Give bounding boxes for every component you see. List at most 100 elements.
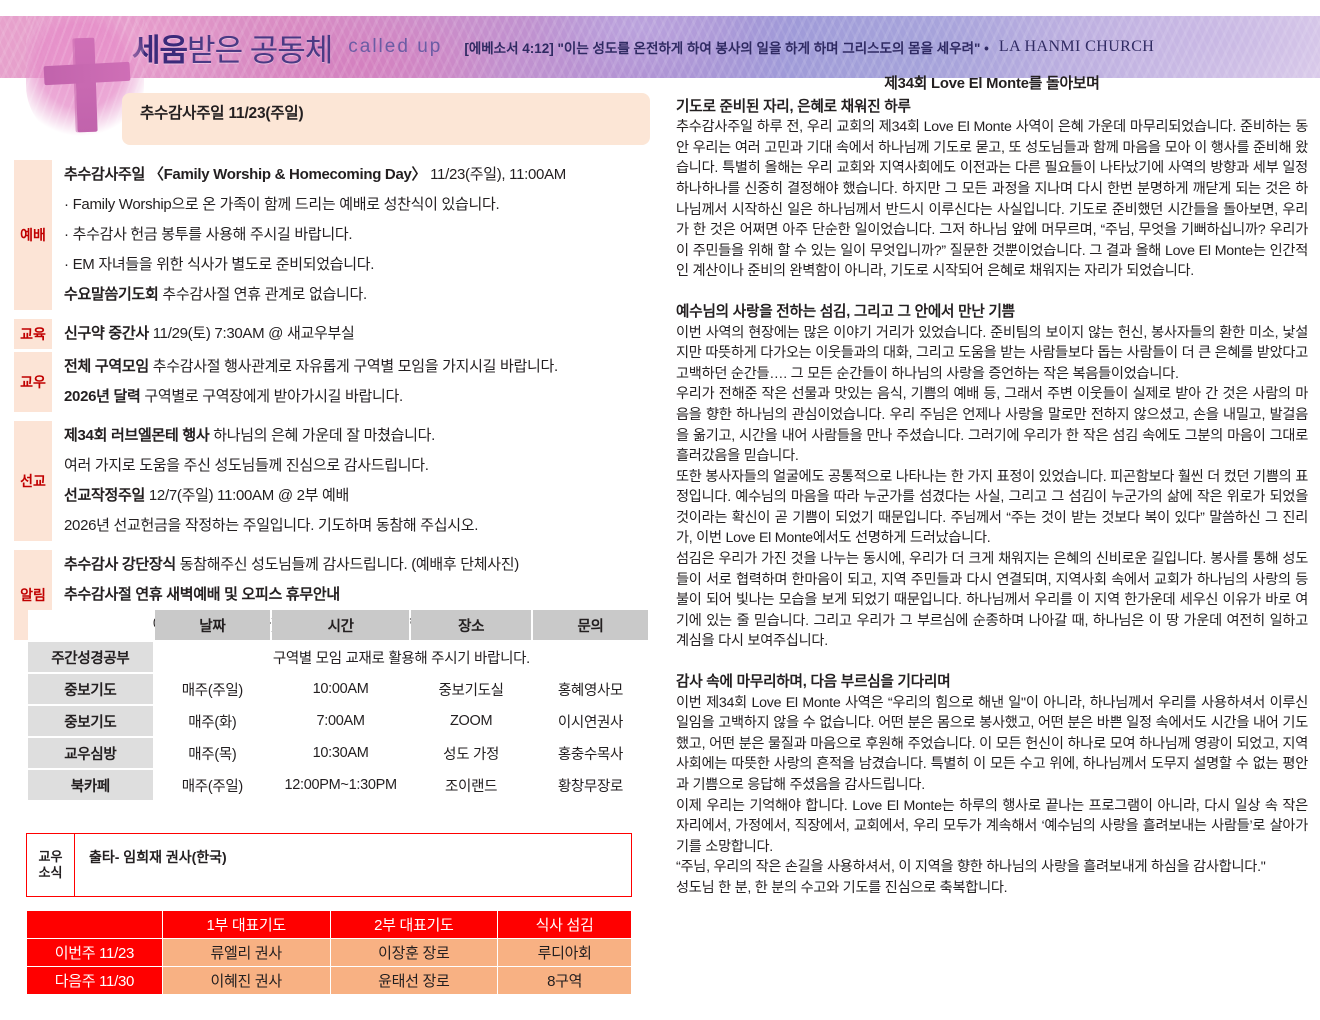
row-span-note: 구역별 모임 교재로 활용해 주시기 바랍니다. — [154, 642, 648, 672]
table-row: 주간성경공부 구역별 모임 교재로 활용해 주시기 바랍니다. — [28, 642, 648, 672]
line-bold: 수요말씀기도회 — [64, 286, 159, 303]
table-row: 교우심방 매주(목) 10:30AM 성도 가정 홍충수목사 — [28, 738, 648, 768]
tag-text: 예배 — [20, 226, 46, 243]
cell-place: 중보기도실 — [411, 674, 531, 704]
article-paragraph: 추수감사주일 하루 전, 우리 교회의 제34회 Love El Monte 사… — [676, 119, 1308, 280]
line-bold: 추수감사주일 〈Family Worship & Homecoming Day〉 — [64, 166, 427, 183]
bulletin-date-text: 추수감사주일 11/23(주일) — [140, 105, 304, 122]
line-reg: 동참해주신 성도님들께 감사드립니다. (예배후 단체사진) — [175, 556, 520, 573]
cell-place: 조이랜드 — [411, 770, 531, 800]
line-reg: 추수감사절 연휴 관계로 없습니다. — [158, 286, 367, 303]
cell-date: 매주(화) — [154, 706, 270, 736]
line-bold: 선교작정주일 — [64, 487, 146, 504]
col-header-contact: 문의 — [532, 610, 648, 640]
line-reg: · Family Worship으로 온 가족이 함께 드리는 예배로 성찬식이… — [64, 196, 500, 213]
row-label: 중보기도 — [28, 674, 153, 704]
bulletin-date-title: 추수감사주일 11/23(주일) — [122, 93, 650, 145]
table-row: 북카페 매주(주일) 12:00PM~1:30PM 조이랜드 황창무장로 — [28, 770, 648, 800]
article-paragraph: “주님, 우리의 작은 손길을 사용하셔서, 이 지역을 향한 하나님의 사랑을… — [676, 859, 1266, 876]
cell-meal: 루디아회 — [497, 938, 632, 967]
tag-line-1: 교우 — [38, 848, 63, 864]
cell-prayer-1: 류엘리 권사 — [161, 938, 331, 967]
line-reg: 12/7(주일) 11:00AM @ 2부 예배 — [145, 487, 350, 504]
col-header-date: 날짜 — [154, 610, 270, 640]
article-paragraph: 또한 봉사자들의 얼굴에도 공통적으로 나타나는 한 가지 표정이 있었습니다.… — [676, 468, 1308, 547]
tag-line-2: 소식 — [38, 865, 63, 880]
tag-text: 교육 — [20, 325, 46, 342]
logo-title: 세움받은 공동체 — [132, 25, 333, 70]
section-worship: 예배 추수감사주일 〈Family Worship & Homecoming D… — [0, 160, 660, 310]
tag-text: 알림 — [20, 586, 46, 603]
tag-text: 교우 — [20, 373, 46, 390]
cell-date: 매주(목) — [154, 738, 270, 768]
schedule-table: 날짜 시간 장소 문의 주간성경공부 구역별 모임 교재로 활용해 주시기 바랍… — [26, 608, 650, 802]
line-bold: 2026년 달력 — [64, 388, 141, 405]
section-tag-education: 교육 — [14, 319, 52, 349]
article-column: 제34회 Love El Monte를 돌아보며 기도로 준비된 자리, 은혜로… — [676, 74, 1308, 899]
table-row: 중보기도 매주(주일) 10:00AM 중보기도실 홍혜영사모 — [28, 674, 648, 704]
cell-prayer-1: 이혜진 권사 — [161, 966, 331, 995]
cell-date: 매주(주일) — [154, 674, 270, 704]
article-paragraph: 섬김은 우리가 가진 것을 나누는 동시에, 우리가 더 크게 채워지는 은혜의… — [676, 551, 1308, 650]
article-closing-line: 성도님 한 분, 한 분의 수고와 기도를 진심으로 축복합니다. — [676, 879, 1008, 896]
line-bold: 전체 구역모임 — [64, 358, 149, 375]
table-header-row: 1부 대표기도 2부 대표기도 식사 섬김 — [26, 910, 632, 939]
section-missions: 선교 제34회 러브엘몬테 행사 하나님의 은혜 가운데 잘 마쳤습니다. 여러… — [0, 421, 660, 541]
article-paragraph: 이번 사역의 현장에는 많은 이야기 거리가 있었습니다. 준비팀의 보이지 않… — [676, 324, 1308, 382]
cell-contact: 이시연권사 — [532, 706, 648, 736]
cell-contact: 황창무장로 — [532, 770, 648, 800]
row-label: 중보기도 — [28, 706, 153, 736]
article-paragraph: 이번 제34회 Love El Monte 사역은 “우리의 힘으로 해낸 일"… — [676, 694, 1308, 793]
col-header-place: 장소 — [411, 610, 531, 640]
bible-verse: [에베소서 4:12] "이는 성도를 온전하게 하여 봉사의 일을 하게 하며… — [464, 41, 989, 56]
church-name: LA HANMI CHURCH — [998, 38, 1155, 55]
cell-prayer-2: 이장훈 장로 — [329, 938, 499, 967]
line-bold: 추수감사절 연휴 새벽예배 및 오피스 휴무안내 — [64, 586, 340, 603]
line-bold: 추수감사 강단장식 — [64, 556, 176, 573]
row-label-this-week: 이번주 11/23 — [26, 938, 163, 967]
table-header-row: 날짜 시간 장소 문의 — [28, 610, 648, 640]
cell-contact: 홍혜영사모 — [532, 674, 648, 704]
logo-title-rest: 받은 공동체 — [187, 32, 333, 68]
cell-place: 성도 가정 — [411, 738, 531, 768]
col-header-blank — [26, 910, 163, 939]
cell-time: 10:00AM — [271, 674, 410, 704]
col-header-prayer-1: 1부 대표기도 — [161, 910, 331, 939]
row-label: 북카페 — [28, 770, 153, 800]
announcements-column: 예배 추수감사주일 〈Family Worship & Homecoming D… — [0, 160, 660, 640]
cell-time: 10:30AM — [271, 738, 410, 768]
line-reg: 2026년 선교헌금을 작정하는 주일입니다. 기도하며 동참해 주십시오. — [64, 517, 479, 534]
table-row: 중보기도 매주(화) 7:00AM ZOOM 이시연권사 — [28, 706, 648, 736]
duty-roster-table: 1부 대표기도 2부 대표기도 식사 섬김 이번주 11/23 류엘리 권사 이… — [26, 910, 632, 995]
section-tag-members: 교우 — [14, 352, 52, 412]
cell-prayer-2: 윤태선 장로 — [329, 966, 499, 995]
article-paragraph: 우리가 전해준 작은 선물과 맛있는 음식, 기쁨의 예배 등, 그래서 주변 … — [676, 386, 1308, 465]
table-row: 다음주 11/30 이혜진 권사 윤태선 장로 8구역 — [26, 966, 632, 995]
article-heading-1: 기도로 준비된 자리, 은혜로 채워진 하루 — [676, 98, 911, 115]
article-paragraph: 이제 우리는 기억해야 합니다. Love El Monte는 하루의 행사로 … — [676, 797, 1308, 855]
cell-time: 7:00AM — [271, 706, 410, 736]
cell-time: 12:00PM~1:30PM — [271, 770, 410, 800]
section-tag-worship: 예배 — [14, 160, 52, 310]
cell-date: 매주(주일) — [154, 770, 270, 800]
member-news-box: 교우 소식 출타- 임희재 권사(한국) — [26, 833, 632, 897]
member-news-body: 출타- 임희재 권사(한국) — [89, 849, 227, 865]
member-news-tag: 교우 소식 — [27, 834, 75, 896]
tag-text: 선교 — [20, 472, 46, 489]
header-banner: 세움받은 공동체 called up [에베소서 4:12] "이는 성도를 온… — [0, 16, 1320, 78]
line-reg: · 추수감사 헌금 봉투를 사용해 주시길 바랍니다. — [64, 226, 353, 243]
col-header-prayer-2: 2부 대표기도 — [329, 910, 499, 939]
line-reg: 구역별로 구역장에게 받아가시길 바랍니다. — [140, 388, 403, 405]
section-tag-missions: 선교 — [14, 421, 52, 541]
line-reg: 여러 가지로 도움을 주신 성도님들께 진심으로 감사드립니다. — [64, 457, 429, 474]
line-reg: 11/23(주일), 11:00AM — [426, 166, 566, 183]
cell-contact: 홍충수목사 — [532, 738, 648, 768]
article-heading-3: 감사 속에 마무리하며, 다음 부르심을 기다리며 — [676, 674, 951, 691]
article-heading-2: 예수님의 사랑을 전하는 섬김, 그리고 그 안에서 만난 기쁨 — [676, 303, 1015, 320]
line-reg: 추수감사절 행사관계로 자유롭게 구역별 모임을 가지시길 바랍니다. — [148, 358, 558, 375]
line-bold: 신구약 중간사 — [64, 325, 149, 342]
col-header-blank — [28, 610, 153, 640]
cell-place: ZOOM — [411, 706, 531, 736]
line-reg: 11/29(토) 7:30AM @ 새교우부실 — [148, 325, 355, 342]
